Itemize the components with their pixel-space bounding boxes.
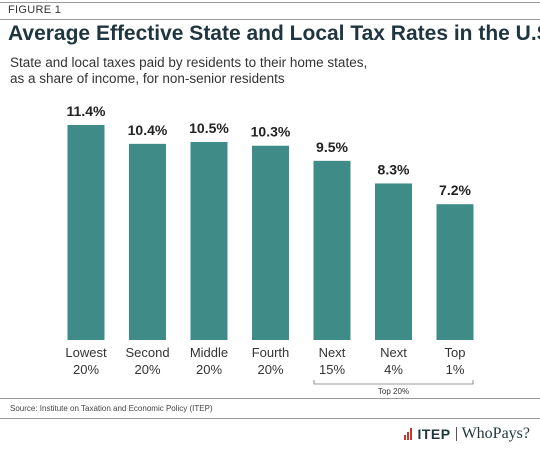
whopays-logo-text: WhoPays? [461, 425, 530, 442]
x-tick-label-5-line-1: Next [319, 345, 346, 360]
data-label-7: 7.2% [439, 182, 471, 198]
data-label-5: 9.5% [316, 139, 348, 155]
itep-bars-icon [404, 428, 413, 440]
data-label-1: 11.4% [67, 103, 106, 119]
chart-title: Average Effective State and Local Tax Ra… [8, 22, 540, 45]
x-tick-label-2-line-1: Second [125, 345, 169, 360]
bar-3 [190, 141, 228, 340]
x-tick-label-1-line-1: Lowest [65, 345, 107, 360]
x-tick-label-3-line-2: 20% [196, 362, 222, 377]
logo-divider [455, 427, 457, 441]
data-label-2: 10.4% [128, 122, 168, 138]
itep-whopays-logo: ITEP WhoPays? [404, 425, 530, 443]
x-tick-label-2-line-2: 20% [134, 362, 160, 377]
top-rule [0, 2, 540, 3]
x-tick-label-6-line-2: 4% [384, 362, 403, 377]
bar-6 [375, 183, 412, 340]
top-20-bracket [313, 380, 474, 385]
bar-1 [67, 125, 105, 340]
x-tick-label-4-line-2: 20% [257, 362, 283, 377]
source-note: Source: Institute on Taxation and Econom… [10, 404, 213, 413]
data-label-6: 8.3% [378, 161, 410, 177]
data-label-4: 10.3% [251, 124, 291, 140]
bottom-rule [0, 418, 540, 419]
subtitle-line-1: State and local taxes paid by residents … [10, 55, 368, 70]
x-tick-label-7-line-2: 1% [446, 362, 465, 377]
itep-logo-text: ITEP [417, 426, 451, 442]
x-tick-label-5-line-2: 15% [319, 362, 345, 377]
x-tick-label-4-line-1: Fourth [252, 345, 290, 360]
x-tick-label-3-line-1: Middle [190, 345, 228, 360]
bar-5 [313, 160, 351, 340]
chart-subtitle: State and local taxes paid by residents … [10, 55, 530, 87]
source-rule [0, 398, 540, 399]
top-20-bracket-label: Top 20% [378, 387, 409, 396]
bar-7 [436, 204, 474, 340]
x-tick-label-1-line-2: 20% [73, 362, 99, 377]
figure-label: FIGURE 1 [8, 4, 62, 16]
x-tick-label-6-line-1: Next [380, 345, 407, 360]
data-label-3: 10.5% [189, 120, 229, 136]
x-tick-label-7-line-1: Top [445, 345, 466, 360]
bar-4 [252, 145, 289, 340]
subtitle-line-2: as a share of income, for non-senior res… [10, 71, 285, 86]
bar-chart: 11.4% Lowest 20% 10.4% Second 20% 10.5% Middle 2… [65, 103, 474, 396]
figure-label-rule [0, 19, 540, 20]
bar-2 [129, 143, 166, 340]
